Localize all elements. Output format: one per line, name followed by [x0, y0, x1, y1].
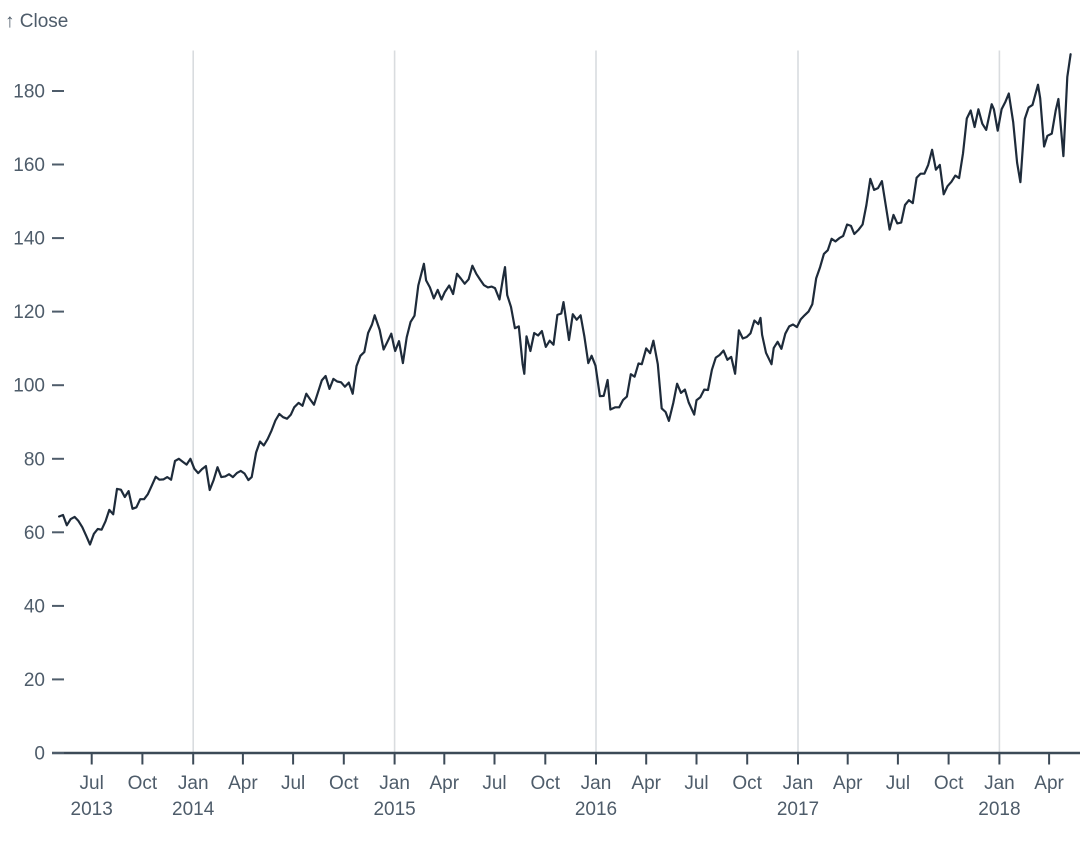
x-tick-label-year: 2018 — [978, 799, 1020, 820]
close-price-line — [58, 53, 1072, 546]
grid — [192, 50, 1001, 753]
y-tick-label: 100 — [13, 376, 45, 397]
x-tick-label-month: Oct — [128, 773, 158, 794]
x-tick-label-month: Oct — [329, 773, 359, 794]
x-tick-label-month: Jan — [178, 773, 209, 794]
y-tick-label: 140 — [13, 229, 45, 250]
x-tick-label-month: Apr — [228, 773, 258, 794]
x-tick-label-year: 2015 — [373, 799, 415, 820]
y-tick-label: 40 — [24, 596, 45, 617]
x-tick-label-month: Jul — [281, 773, 305, 794]
x-tick-label-year: 2016 — [575, 799, 617, 820]
x-tick-label-month: Jul — [482, 773, 506, 794]
x-tick-label-month: Oct — [732, 773, 762, 794]
y-axis-title: ↑ Close — [5, 11, 68, 32]
y-tick-label: 180 — [13, 82, 45, 103]
x-tick-label-year: 2017 — [777, 799, 819, 820]
x-tick-label-month: Apr — [833, 773, 863, 794]
y-tick-label: 160 — [13, 155, 45, 176]
x-tick-label-month: Jul — [886, 773, 910, 794]
x-tick-label-year: 2013 — [71, 799, 113, 820]
x-tick-label-month: Apr — [1034, 773, 1064, 794]
x-tick-label-month: Oct — [531, 773, 561, 794]
y-tick-label: 0 — [34, 744, 45, 765]
x-tick-label-year: 2014 — [172, 799, 215, 820]
x-tick-label-month: Oct — [934, 773, 964, 794]
x-tick-label-month: Jul — [684, 773, 708, 794]
x-tick-label-month: Jul — [80, 773, 104, 794]
x-tick-label-month: Jan — [379, 773, 410, 794]
x-tick-label-month: Apr — [430, 773, 460, 794]
y-tick-label: 20 — [24, 670, 45, 691]
x-tick-label-month: Jan — [984, 773, 1015, 794]
x-tick-label-month: Jan — [783, 773, 814, 794]
y-axis: 0 20 40 60 80 100 120 140 160 180 — [13, 82, 64, 765]
y-tick-label: 120 — [13, 302, 45, 323]
x-tick-label-month: Apr — [631, 773, 661, 794]
x-tick-label-month: Jan — [581, 773, 612, 794]
y-tick-label: 60 — [24, 523, 45, 544]
x-axis: Jul 2013 Oct Jan 2014 Apr Jul Oct Jan 2015 Apr Jul O… — [52, 751, 1080, 820]
y-tick-label: 80 — [24, 449, 45, 470]
